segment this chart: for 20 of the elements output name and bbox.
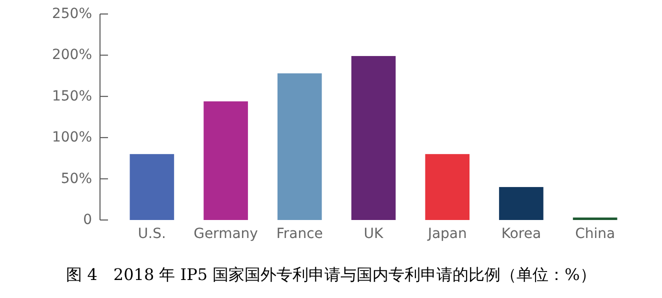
bar [204,101,248,220]
y-tick-label: 50% [60,170,92,187]
x-tick-label: Germany [194,226,258,242]
bar [130,154,174,220]
y-tick-label: 100% [52,130,92,146]
y-tick-label: 0 [83,212,92,228]
y-tick-label: 200% [52,47,92,64]
x-tick-label: Japan [426,226,467,242]
y-tick-label: 250% [52,6,92,22]
y-tick-label: 150% [52,88,92,104]
text: 图 4 2018 年 IP5 国家国外专利申请与国内专利申请的比例（单位：%） [66,265,596,284]
bar [425,154,470,220]
x-tick-label: France [276,226,323,242]
x-tick-label: U.S. [138,226,166,242]
bar [499,187,544,220]
x-tick-label: China [575,226,616,242]
x-tick-label: UK [364,226,384,242]
bar [351,56,396,220]
x-tick-label: Korea [501,226,542,242]
bar [277,73,322,220]
